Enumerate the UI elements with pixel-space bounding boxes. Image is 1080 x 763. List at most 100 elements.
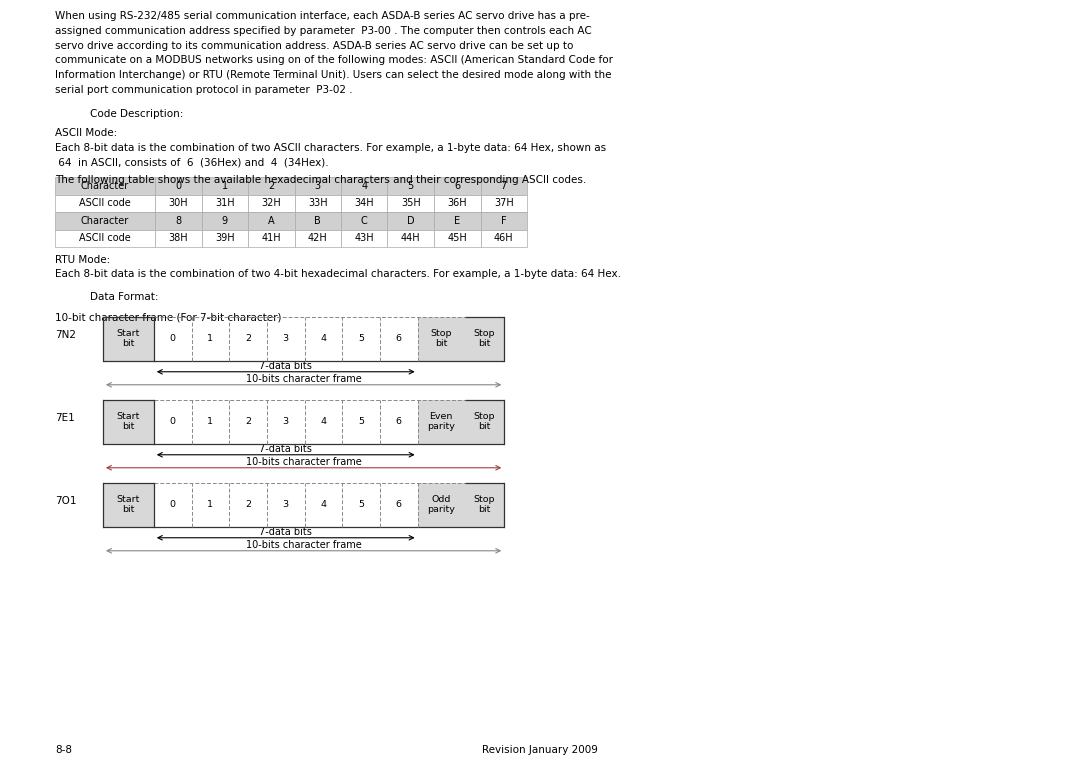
Text: Stop
bit: Stop bit: [430, 329, 451, 349]
Bar: [202, 212, 248, 230]
Text: Stop
bit: Stop bit: [474, 495, 496, 514]
Text: serial port communication protocol in parameter  P3-02 .: serial port communication protocol in pa…: [55, 85, 353, 95]
Text: communicate on a MODBUS networks using on of the following modes: ASCII (America: communicate on a MODBUS networks using o…: [55, 56, 613, 66]
Text: assigned communication address specified by parameter  P3-00 . The computer then: assigned communication address specified…: [55, 26, 592, 36]
Bar: [156, 212, 202, 230]
Bar: [380, 400, 418, 444]
Text: Start
bit: Start bit: [117, 495, 140, 514]
Bar: [295, 230, 341, 247]
Text: Stop
bit: Stop bit: [474, 329, 496, 349]
Text: 7: 7: [501, 181, 507, 191]
Text: Character: Character: [81, 181, 130, 191]
Bar: [153, 400, 191, 444]
Bar: [434, 195, 481, 212]
Text: The following table shows the available hexadecimal characters and their corresp: The following table shows the available …: [55, 175, 586, 185]
Bar: [202, 230, 248, 247]
Bar: [388, 177, 434, 195]
Text: 3: 3: [283, 417, 288, 427]
Text: 30H: 30H: [168, 198, 188, 208]
Bar: [156, 177, 202, 195]
Text: 35H: 35H: [401, 198, 420, 208]
Text: 38H: 38H: [168, 233, 188, 243]
Text: 5: 5: [359, 334, 364, 343]
Bar: [55, 177, 156, 195]
Text: 1: 1: [207, 501, 214, 509]
Text: C: C: [361, 216, 367, 226]
Text: 3: 3: [283, 501, 288, 509]
Bar: [388, 212, 434, 230]
Text: 5: 5: [407, 181, 414, 191]
Bar: [229, 400, 267, 444]
Bar: [464, 483, 504, 526]
Text: F: F: [501, 216, 507, 226]
Bar: [229, 483, 267, 526]
Text: ASCII code: ASCII code: [79, 233, 131, 243]
Text: 4: 4: [321, 501, 326, 509]
Bar: [267, 317, 305, 361]
Bar: [103, 317, 153, 361]
Bar: [295, 177, 341, 195]
Text: 3: 3: [314, 181, 321, 191]
Bar: [342, 400, 380, 444]
Bar: [295, 212, 341, 230]
Text: 7N2: 7N2: [55, 330, 76, 340]
Text: B: B: [314, 216, 321, 226]
Text: A: A: [268, 216, 274, 226]
Text: 2: 2: [268, 181, 274, 191]
Bar: [295, 195, 341, 212]
Bar: [341, 230, 388, 247]
Text: 36H: 36H: [447, 198, 467, 208]
Text: 41H: 41H: [261, 233, 281, 243]
Bar: [55, 230, 156, 247]
Bar: [342, 317, 380, 361]
Text: 1: 1: [207, 417, 214, 427]
Bar: [103, 483, 153, 526]
Text: 2: 2: [245, 334, 251, 343]
Bar: [380, 483, 418, 526]
Text: 8: 8: [175, 216, 181, 226]
Text: 7E1: 7E1: [55, 413, 75, 423]
Bar: [341, 195, 388, 212]
Text: 64  in ASCII, consists of  6  (36Hex) and  4  (34Hex).: 64 in ASCII, consists of 6 (36Hex) and 4…: [55, 157, 328, 168]
Bar: [305, 483, 342, 526]
Bar: [153, 317, 191, 361]
Text: Data Format:: Data Format:: [90, 291, 159, 301]
Bar: [248, 212, 295, 230]
Text: 10-bits character frame: 10-bits character frame: [246, 539, 362, 550]
Bar: [481, 195, 527, 212]
Text: servo drive according to its communication address. ASDA-B series AC servo drive: servo drive according to its communicati…: [55, 40, 573, 50]
Text: Start
bit: Start bit: [117, 412, 140, 431]
Text: Even
parity: Even parity: [428, 412, 455, 431]
Bar: [153, 483, 191, 526]
Bar: [481, 230, 527, 247]
Text: 7-data bits: 7-data bits: [259, 444, 312, 454]
Bar: [191, 483, 229, 526]
Text: 2: 2: [245, 501, 251, 509]
Bar: [388, 195, 434, 212]
Bar: [156, 195, 202, 212]
Text: 7O1: 7O1: [55, 496, 77, 506]
Text: 5: 5: [359, 501, 364, 509]
Bar: [464, 400, 504, 444]
Bar: [342, 483, 380, 526]
Bar: [103, 400, 153, 444]
Text: 39H: 39H: [215, 233, 234, 243]
Text: 32H: 32H: [261, 198, 281, 208]
Text: When using RS-232/485 serial communication interface, each ASDA-B series AC serv: When using RS-232/485 serial communicati…: [55, 11, 590, 21]
Text: 5: 5: [359, 417, 364, 427]
Bar: [481, 212, 527, 230]
Text: 7-data bits: 7-data bits: [259, 526, 312, 536]
Bar: [341, 212, 388, 230]
Text: 6: 6: [395, 417, 402, 427]
Bar: [305, 400, 342, 444]
Text: 0: 0: [175, 181, 181, 191]
Text: Information Interchange) or RTU (Remote Terminal Unit). Users can select the des: Information Interchange) or RTU (Remote …: [55, 70, 611, 80]
Bar: [248, 177, 295, 195]
Text: Revision January 2009: Revision January 2009: [482, 745, 598, 755]
Text: 10-bits character frame: 10-bits character frame: [246, 457, 362, 467]
Text: 4: 4: [321, 417, 326, 427]
Text: 6: 6: [455, 181, 460, 191]
Text: 0: 0: [170, 501, 176, 509]
Text: ASCII code: ASCII code: [79, 198, 131, 208]
Bar: [380, 317, 418, 361]
